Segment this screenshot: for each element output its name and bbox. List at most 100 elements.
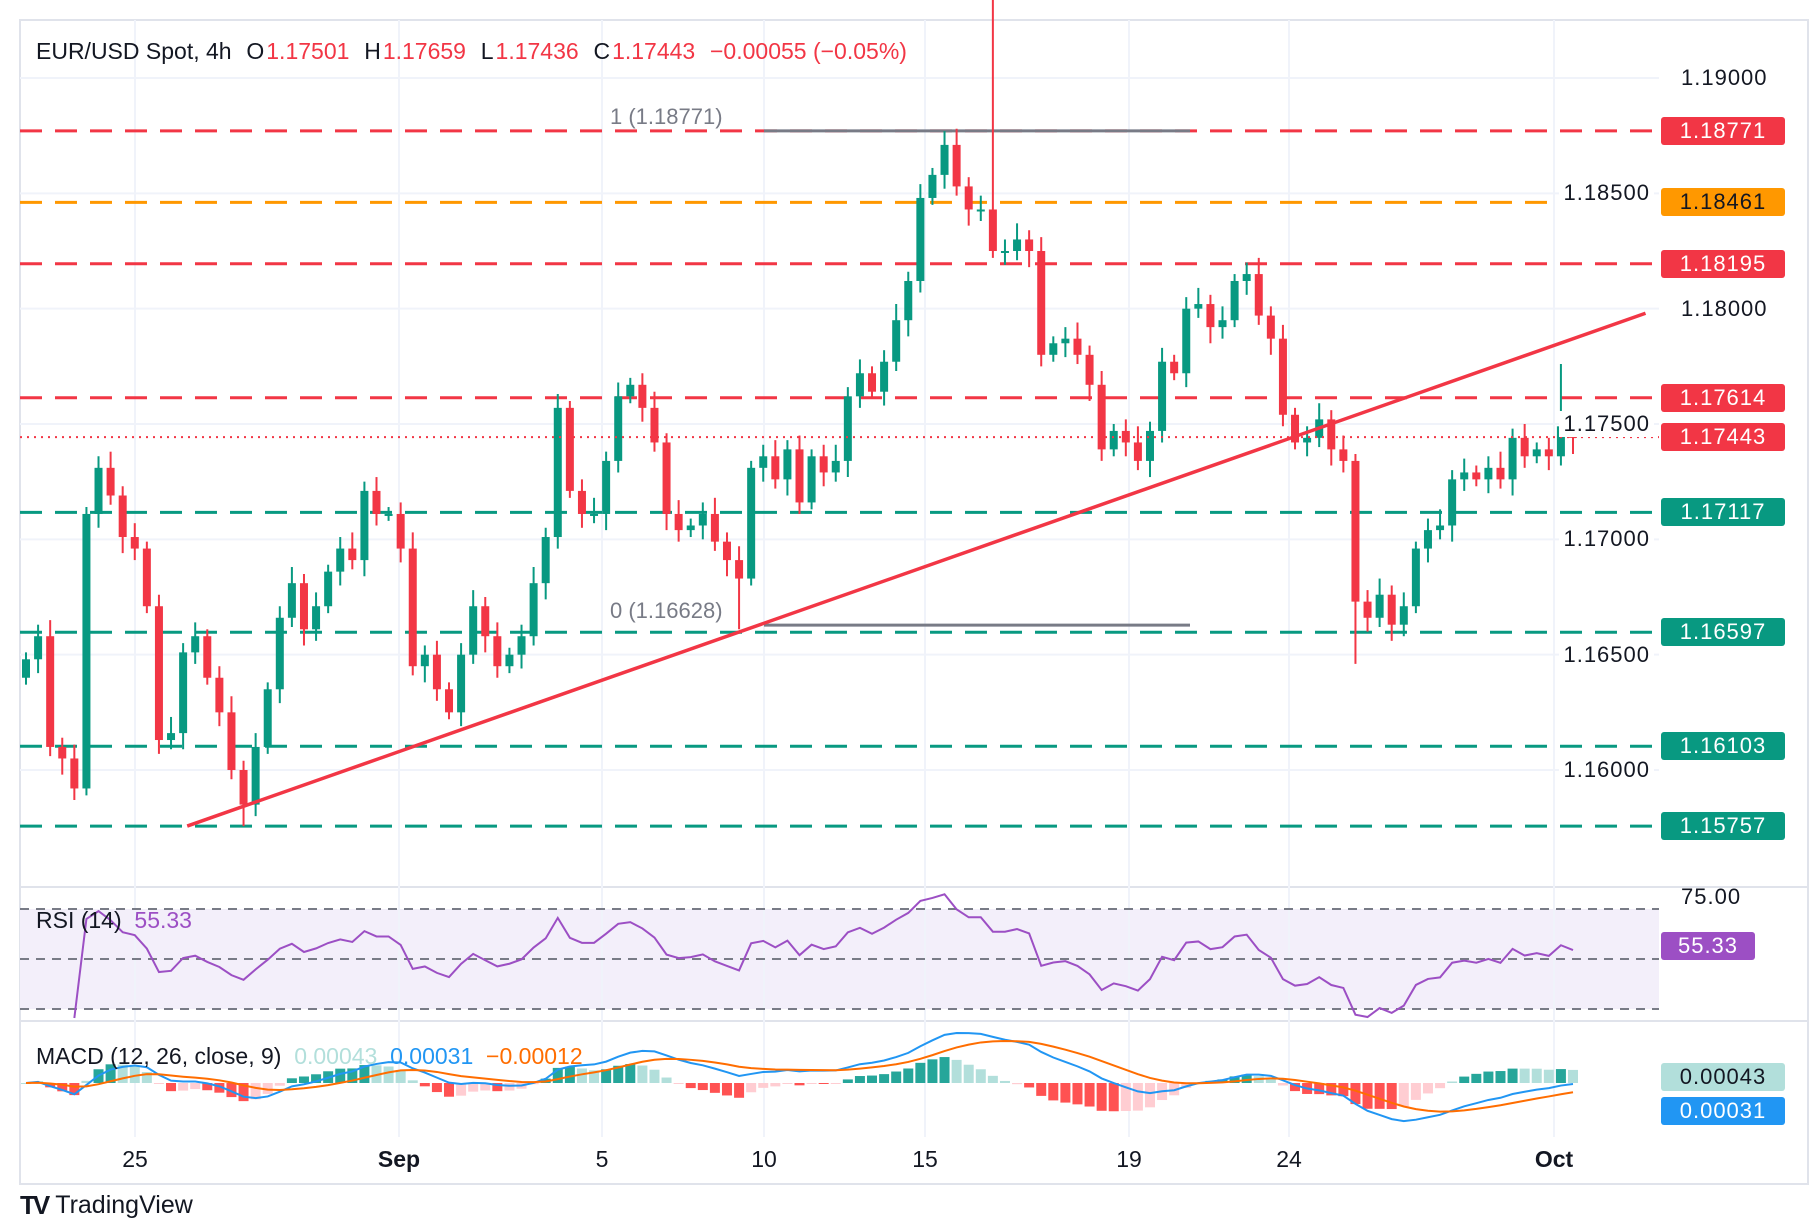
candle (1496, 467, 1505, 480)
candle (892, 320, 901, 362)
macd-histogram-bar (939, 1057, 950, 1083)
candle (940, 144, 949, 175)
date-axis-tick: 10 (751, 1146, 777, 1172)
macd-histogram-bar (153, 1083, 164, 1085)
macd-histogram-bar (1096, 1083, 1107, 1111)
macd-histogram-bar (951, 1059, 962, 1083)
macd-histogram-bar (891, 1071, 902, 1083)
macd-histogram-bar (625, 1064, 636, 1083)
candle (565, 407, 574, 491)
level-price-tag: 1.15757 (1661, 812, 1785, 841)
macd-histogram-bar (407, 1080, 418, 1083)
macd-histogram-bar (854, 1076, 865, 1083)
macd-histogram-bar (274, 1083, 285, 1086)
macd-histogram-bar (830, 1083, 841, 1084)
macd-histogram-bar (1277, 1083, 1288, 1086)
macd-title: MACD (12, 26, close, 9) (36, 1043, 282, 1069)
macd-histogram-bar (1132, 1083, 1143, 1111)
fib-level-label: 1 (1.18771) (610, 103, 723, 129)
macd-histogram-bar (1108, 1083, 1119, 1112)
macd-histogram-bar (81, 1080, 92, 1083)
macd-histogram-bar (1495, 1071, 1506, 1083)
candle (34, 636, 43, 660)
price-axis-tick: 1.16000 (1559, 757, 1654, 783)
candle (710, 513, 719, 542)
date-axis-tick: 15 (912, 1146, 938, 1172)
macd-signal-line (25, 1040, 1574, 1113)
candle (590, 513, 599, 516)
macd-histogram-bar (1362, 1083, 1373, 1109)
macd-signal-value: −0.00012 (486, 1043, 583, 1069)
candle (227, 712, 236, 771)
date-axis-tick: 19 (1116, 1146, 1142, 1172)
candle (372, 490, 381, 514)
candle (94, 467, 103, 514)
macd-histogram-bar (721, 1083, 732, 1096)
candle (529, 583, 538, 637)
fib-level-label: 0 (1.16628) (610, 598, 723, 624)
level-price-tag: 1.18195 (1661, 249, 1785, 278)
level-price-tag: 1.17614 (1661, 383, 1785, 412)
macd-histogram-bar (879, 1074, 890, 1083)
candle (263, 689, 272, 747)
macd-histogram-bar (1036, 1083, 1047, 1096)
candle (880, 361, 889, 392)
candle (577, 490, 586, 514)
macd-histogram-bar (927, 1059, 938, 1083)
macd-histogram-bar (661, 1077, 672, 1083)
candle (1182, 308, 1191, 374)
date-axis-tick: Oct (1534, 1146, 1574, 1172)
symbol-legend: EUR/USD Spot, 4h O1.17501 H1.17659 L1.17… (36, 38, 909, 65)
candle (698, 513, 707, 526)
candle (493, 636, 502, 667)
last-price-tag: 1.17443 (1661, 423, 1785, 452)
candle (203, 636, 212, 678)
candle (1133, 442, 1142, 461)
macd-histogram-bar (1386, 1083, 1397, 1110)
candle (662, 442, 671, 514)
candle (1327, 419, 1336, 450)
candle (312, 606, 321, 630)
candle (1073, 338, 1082, 355)
candle (674, 513, 683, 531)
price-axis-tick: 1.17500 (1559, 411, 1654, 437)
macd-histogram-bar (1060, 1083, 1071, 1103)
macd-histogram-bar (806, 1083, 817, 1084)
macd-histogram-bar (1410, 1083, 1421, 1100)
macd-histogram-bar (734, 1083, 745, 1098)
candle (58, 746, 67, 759)
candle (783, 449, 792, 480)
macd-histogram-bar (1374, 1083, 1385, 1109)
level-price-tag: 1.16103 (1661, 732, 1785, 761)
macd-histogram-bar (1483, 1071, 1494, 1083)
candle (408, 548, 417, 667)
macd-histogram-bar (1012, 1083, 1023, 1085)
macd-histogram-bar (673, 1083, 684, 1085)
macd-histogram-bar (286, 1078, 297, 1083)
candle (82, 513, 91, 789)
macd-histogram-bar (1519, 1068, 1530, 1083)
close-value: 1.17443 (612, 38, 696, 64)
candle (481, 606, 490, 637)
candle (420, 654, 429, 667)
candle (916, 197, 925, 281)
candle (541, 537, 550, 584)
candle (457, 654, 466, 713)
date-axis-tick: 24 (1276, 1146, 1302, 1172)
tradingview-logo-icon: TV (20, 1190, 50, 1220)
macd-histogram-bar (1435, 1083, 1446, 1089)
candle (384, 513, 393, 516)
rsi-axis-tick: 75.00 (1681, 884, 1742, 909)
macd-histogram-bar (395, 1070, 406, 1083)
macd-histogram-bar (444, 1083, 455, 1097)
candle (396, 513, 405, 549)
macd-histogram-bar (1459, 1076, 1470, 1083)
macd-histogram-bar (746, 1083, 757, 1093)
candle (287, 583, 296, 618)
macd-histogram-bar (250, 1083, 261, 1100)
macd-histogram-bar (190, 1083, 201, 1090)
candle (1520, 437, 1529, 457)
candle (795, 449, 804, 503)
candle (1484, 467, 1493, 480)
